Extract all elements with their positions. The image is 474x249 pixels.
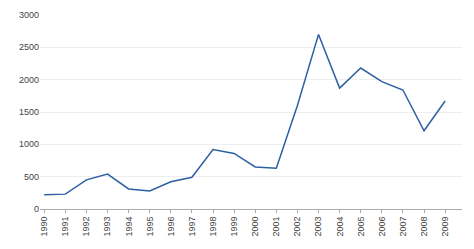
svg-text:1997: 1997 <box>187 217 197 237</box>
svg-text:2009: 2009 <box>440 217 450 237</box>
svg-text:2008: 2008 <box>419 217 429 237</box>
svg-text:1994: 1994 <box>124 217 134 237</box>
svg-text:1990: 1990 <box>39 217 49 237</box>
svg-text:1996: 1996 <box>166 217 176 237</box>
svg-text:2001: 2001 <box>271 217 281 237</box>
svg-text:2005: 2005 <box>356 217 366 237</box>
svg-text:1500: 1500 <box>19 107 39 117</box>
svg-text:2003: 2003 <box>313 217 323 237</box>
svg-text:1993: 1993 <box>102 217 112 237</box>
svg-text:1995: 1995 <box>145 217 155 237</box>
svg-text:2007: 2007 <box>398 217 408 237</box>
svg-text:1998: 1998 <box>208 217 218 237</box>
svg-text:2004: 2004 <box>335 217 345 237</box>
svg-text:2000: 2000 <box>19 75 39 85</box>
svg-text:1992: 1992 <box>81 217 91 237</box>
svg-text:2000: 2000 <box>250 217 260 237</box>
svg-text:2002: 2002 <box>292 217 302 237</box>
svg-text:3000: 3000 <box>19 10 39 20</box>
svg-text:1000: 1000 <box>19 139 39 149</box>
svg-text:1999: 1999 <box>229 217 239 237</box>
svg-text:500: 500 <box>24 172 39 182</box>
svg-text:2006: 2006 <box>377 217 387 237</box>
svg-text:0: 0 <box>34 204 39 214</box>
svg-text:1991: 1991 <box>60 217 70 237</box>
svg-text:2500: 2500 <box>19 42 39 52</box>
